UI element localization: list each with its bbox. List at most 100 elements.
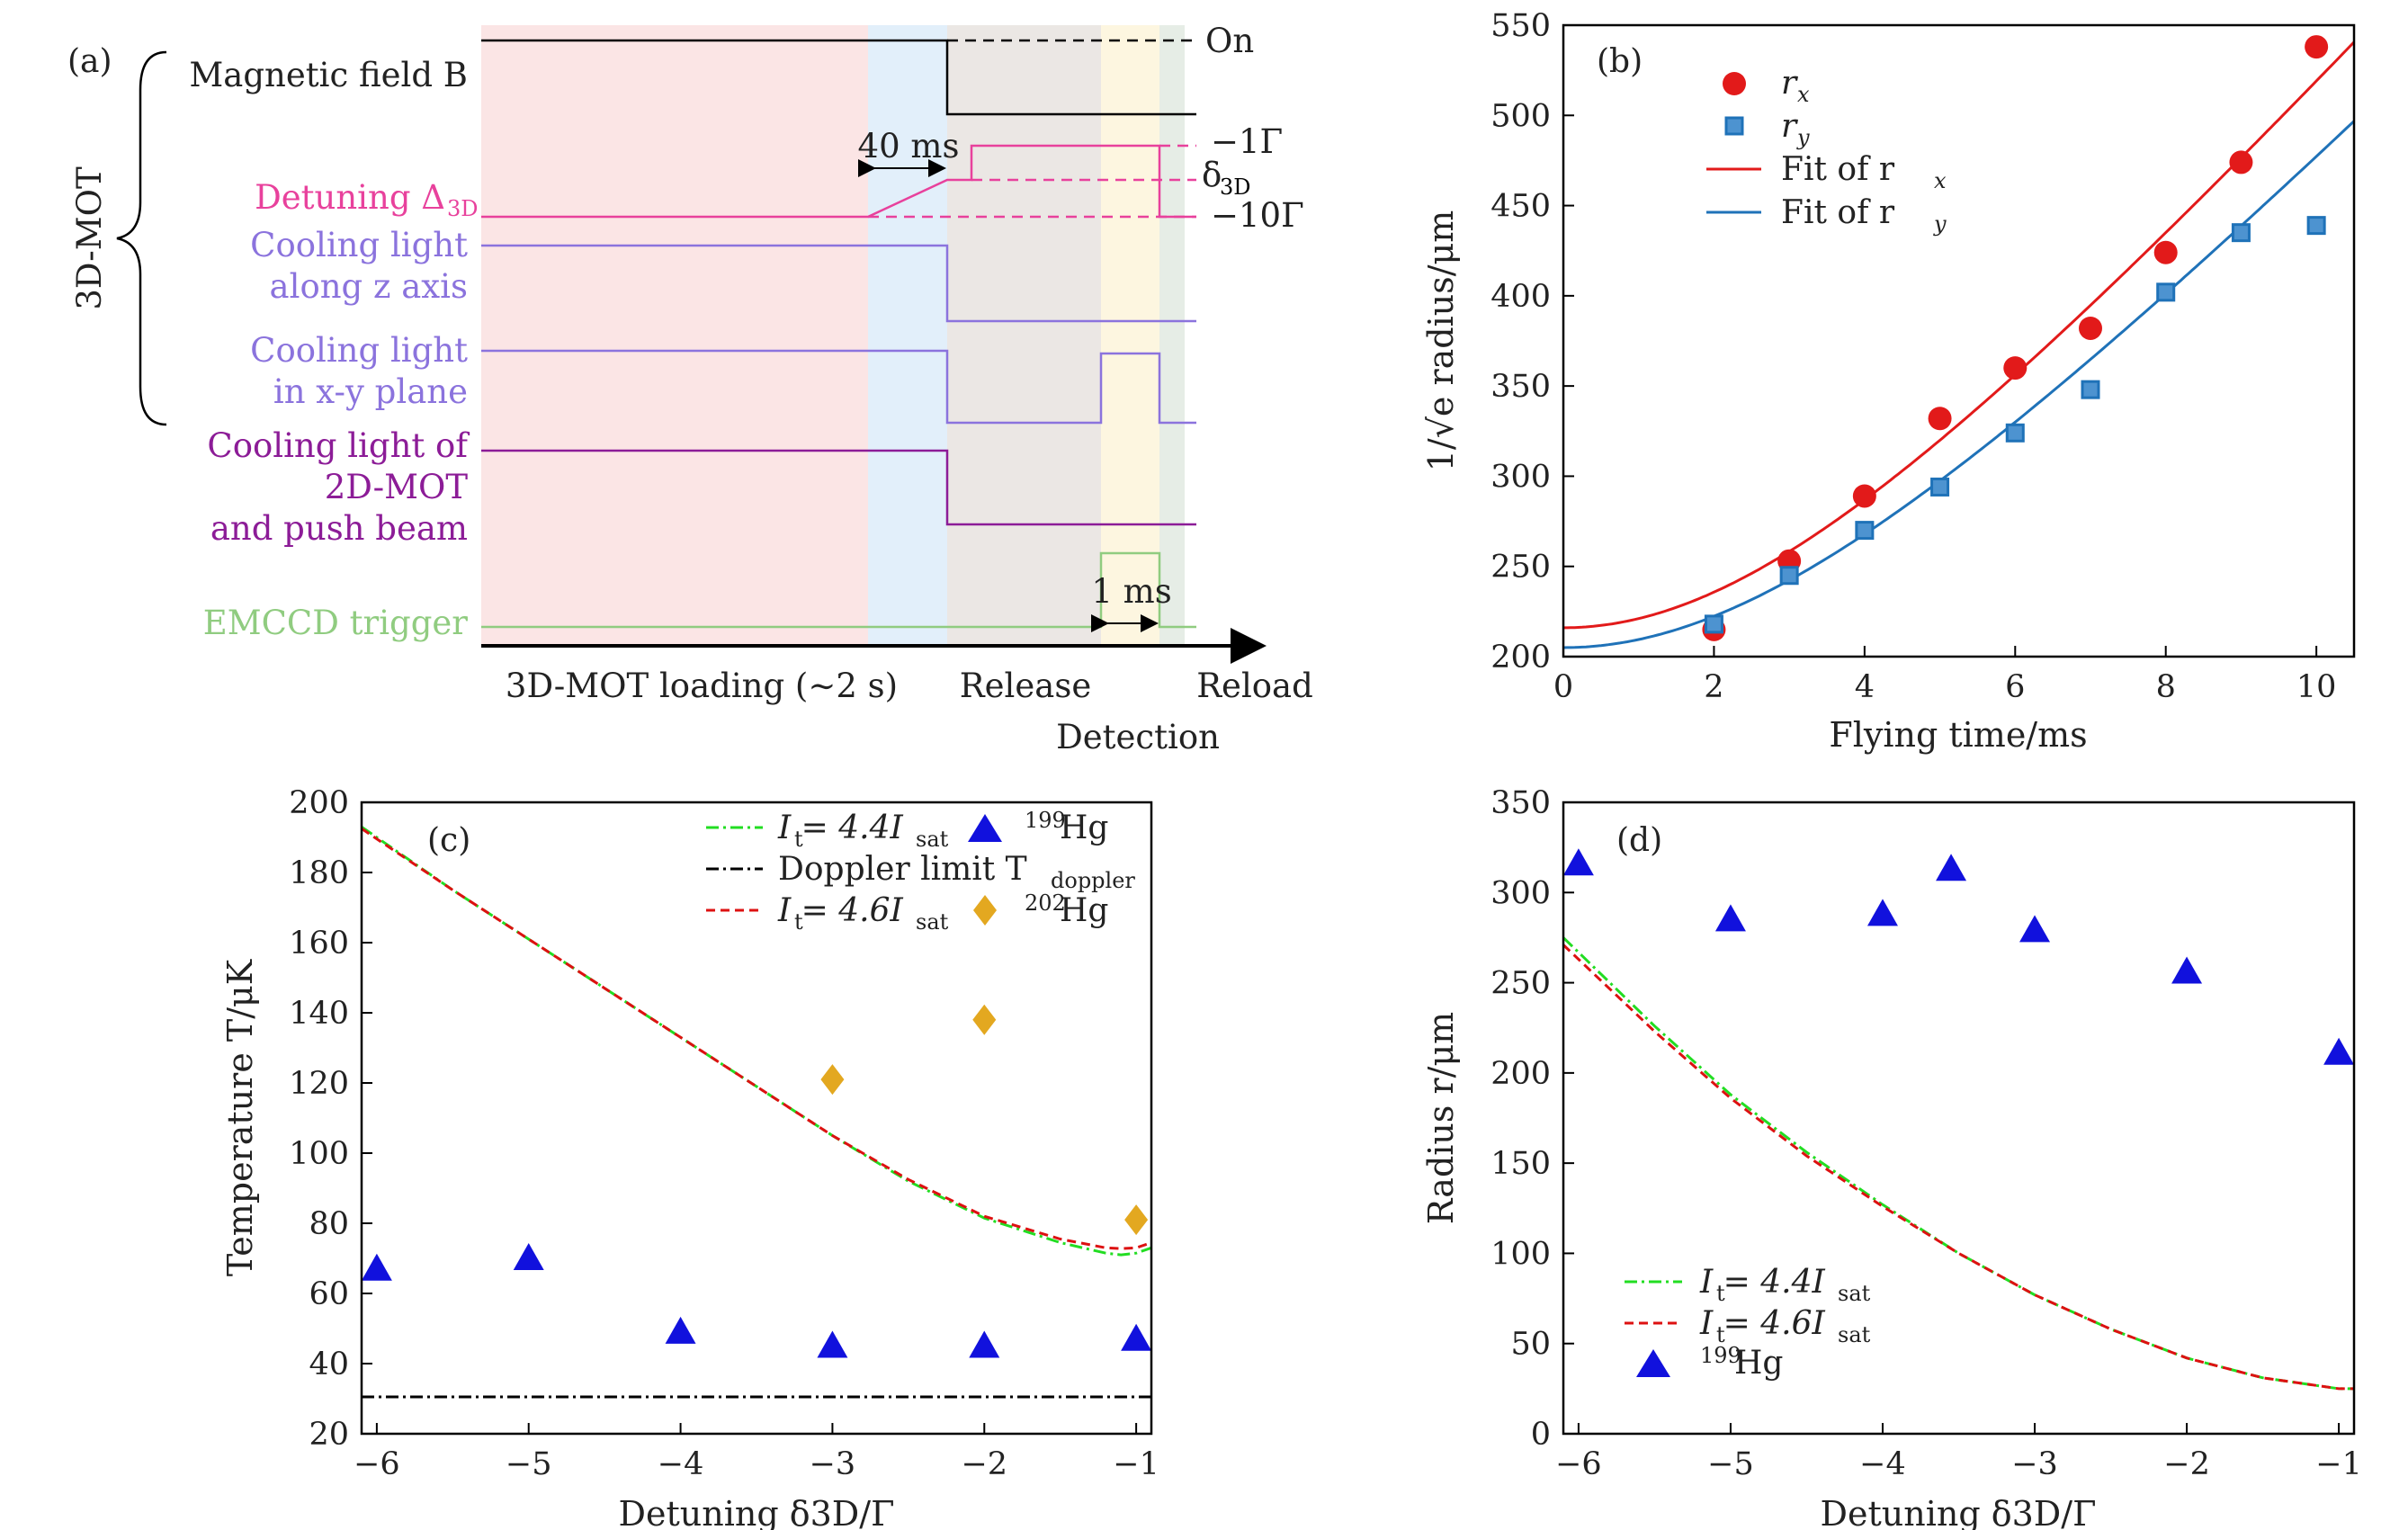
y-tick-label: 250: [1490, 966, 1551, 1002]
y-tick-label: 20: [309, 1417, 349, 1453]
panel-b-xlabel: Flying time/ms: [1829, 715, 2087, 755]
data-point-hg199: [1866, 899, 1898, 926]
data-point-hg199: [1714, 904, 1746, 932]
label-magnetic-field: Magnetic field B: [189, 56, 468, 94]
y-tick-label: 550: [1490, 8, 1551, 44]
legend-label-fit-rx-sub: x: [1934, 168, 1947, 193]
trace-emccd-trigger: [481, 551, 1196, 629]
fit-curve-ry: [1562, 120, 2356, 649]
y-tick-label: 100: [289, 1136, 349, 1172]
legend-label-hg199: Hg: [1060, 810, 1108, 846]
data-point-hg199: [817, 1330, 848, 1358]
legend-label-red-sat: sat: [916, 909, 949, 935]
data-point-ry: [1930, 477, 1950, 497]
phase-loading-background: [481, 25, 868, 646]
panel-d-legend: I = 4.4I t sat I = 4.6I t sat 199 Hg: [1625, 1264, 1871, 1382]
label-detuning-sub: 3D: [447, 196, 479, 221]
curve-4.6-isat: [1562, 944, 2354, 1391]
data-point-hg202: [820, 1064, 845, 1096]
panel-c-axes-frame: [360, 801, 1153, 1436]
y-tick-label: 200: [1490, 640, 1551, 676]
data-point-hg202: [1124, 1204, 1149, 1236]
label-emccd-trigger: EMCCD trigger: [203, 604, 469, 642]
data-point-rx: [2229, 150, 2253, 174]
x-tick-label: −2: [961, 1446, 1007, 1482]
y-tick-label: 250: [1490, 550, 1551, 586]
data-point-rx: [1852, 484, 1876, 508]
legend-label-doppler: Doppler limit T: [778, 851, 1027, 888]
legend-marker-rx: [1723, 72, 1746, 95]
legend-label-green-sub: t: [794, 827, 803, 852]
panel-c-xlabel: Detuning δ3D/Γ: [619, 1494, 895, 1530]
data-point-ry: [1779, 566, 1799, 586]
x-tick-label: −3: [2011, 1446, 2058, 1482]
data-point-rx: [2153, 240, 2178, 264]
legend-marker-hg202: [973, 895, 997, 926]
panel-c-curves: [361, 826, 1152, 1399]
data-point-hg199: [361, 1253, 392, 1281]
y-tick-label: 140: [289, 996, 349, 1032]
panel-c-ticks: −6 −5 −4 −3 −2 −1 20 40 60 80 100 120 140 160 180 200: [289, 785, 1159, 1482]
panel-d-curves: [1562, 936, 2354, 1391]
y-tick-label: 500: [1490, 98, 1551, 134]
x-tick-label: −1: [2315, 1446, 2362, 1482]
phase-label-detection: Detection: [1056, 718, 1220, 756]
data-point-ry: [2081, 380, 2100, 399]
legend-label-hg199-sup: 199: [1700, 1343, 1741, 1368]
panel-d-ticks: −6 −5 −4 −3 −2 −1 0 50 100 150 200 250 300 350: [1490, 785, 2362, 1482]
x-tick-label: −6: [354, 1446, 400, 1482]
y-tick-label: 200: [289, 785, 349, 821]
data-point-hg199: [665, 1316, 696, 1344]
x-tick-label: −6: [1555, 1446, 1602, 1482]
legend-label-fit-rx: Fit of r: [1781, 151, 1895, 188]
y-tick-label: 350: [1490, 785, 1551, 821]
legend-label-fit-ry-sub: y: [1933, 211, 1947, 237]
annotation-40ms: 40 ms: [858, 127, 960, 166]
panel-b-tag: (b): [1597, 43, 1643, 80]
panel-d-axes-frame: [1562, 801, 2356, 1436]
y-tick-label: 0: [1531, 1417, 1551, 1453]
legend-label-green-sat: sat: [916, 827, 949, 852]
label-cooling-2d-line1: Cooling light of: [207, 426, 470, 465]
y-tick-label: 50: [1510, 1327, 1551, 1363]
y-tick-label: 120: [289, 1066, 349, 1102]
x-tick-label: 6: [2005, 669, 2025, 705]
panel-c-data-points: [361, 1004, 1152, 1358]
phase-detection-background: [1101, 25, 1159, 646]
legend-label-green: I = 4.4I: [777, 810, 904, 846]
y-tick-label: 300: [1490, 875, 1551, 911]
panel-a-timing-diagram: (a) 3D-MOT Magnetic field B Detuning Δ 3…: [67, 22, 1313, 756]
annotation-delta-sub: 3D: [1220, 174, 1251, 200]
legend-label-fit-ry: Fit of r: [1781, 194, 1895, 231]
label-cooling-2d-line3: and push beam: [210, 509, 468, 548]
panel-c-tag: (c): [427, 822, 470, 859]
panel-b-legend: r x r y Fit of r x Fit of r y: [1706, 65, 1947, 237]
data-point-hg199: [1562, 848, 1594, 876]
label-cooling-xy-line2: in x-y plane: [273, 372, 468, 411]
y-tick-label: 40: [309, 1347, 349, 1382]
data-point-ry: [1855, 521, 1875, 541]
phase-label-reload: Reload: [1196, 667, 1313, 705]
curve-4.4-isat: [1562, 936, 2354, 1391]
annotation-delta: δ: [1202, 156, 1222, 194]
legend-label-red-sat: sat: [1838, 1322, 1871, 1347]
x-tick-label: 2: [1704, 669, 1723, 705]
y-tick-label: 200: [1490, 1056, 1551, 1092]
data-point-rx: [1928, 407, 1952, 431]
fit-curve-rx: [1563, 40, 2356, 630]
x-tick-label: −5: [1707, 1446, 1754, 1482]
panel-d-xlabel: Detuning δ3D/Γ: [1821, 1494, 2097, 1530]
panel-c-ylabel: Temperature T/μK: [220, 959, 260, 1276]
legend-label-green-sub: t: [1716, 1281, 1725, 1306]
x-tick-label: −1: [1113, 1446, 1159, 1482]
data-point-ry: [2231, 223, 2251, 243]
data-point-hg199: [2019, 915, 2051, 943]
y-tick-label: 60: [309, 1276, 349, 1312]
phase-ramp-background: [868, 25, 947, 646]
label-cooling-z-line2: along z axis: [270, 267, 468, 306]
data-point-hg199: [513, 1243, 544, 1270]
panel-d-chart: −6 −5 −4 −3 −2 −1 0 50 100 150 200 250 300 350 (d) De…: [1421, 785, 2362, 1530]
data-point-rx: [2079, 316, 2102, 340]
panel-b-data-points: [1702, 35, 2329, 641]
legend-label-rx-sub: x: [1797, 82, 1810, 107]
